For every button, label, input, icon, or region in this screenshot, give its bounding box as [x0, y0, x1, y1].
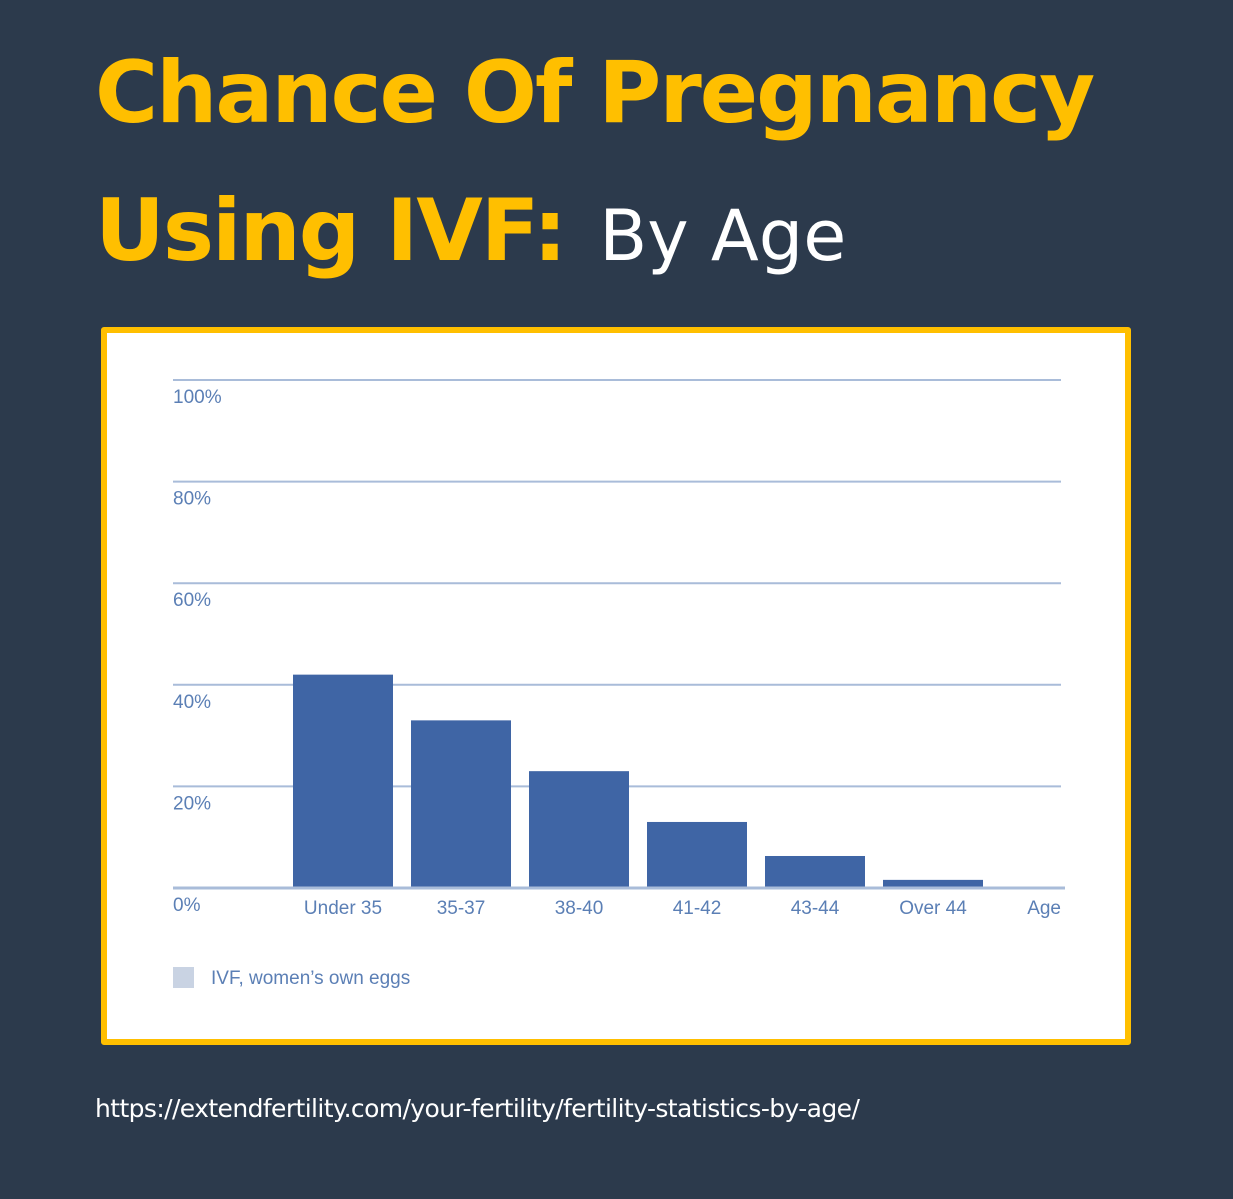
chart-title-line-1: Chance Of Pregnancy: [95, 50, 1095, 136]
source-url: https://extendfertility.com/your-fertili…: [95, 1094, 860, 1123]
x-tick-label: 38-40: [555, 898, 604, 919]
x-tick-label: 35-37: [437, 898, 486, 919]
y-tick-label: 40%: [173, 692, 211, 713]
x-tick-label: 41-42: [673, 898, 722, 919]
title-main-part-2: Using IVF:: [95, 181, 567, 281]
bar: [293, 674, 393, 888]
bar-chart: 0% 20% 40% 60% 80% 100% Under 35 35-37 38-40 41-…: [173, 379, 1065, 989]
legend-label: IVF, women’s own eggs: [211, 968, 410, 989]
y-tick-label: 0%: [173, 895, 201, 916]
bar: [883, 879, 983, 888]
chart-frame: 0% 20% 40% 60% 80% 100% Under 35 35-37 38-40 41-…: [101, 327, 1131, 1045]
title-main-part-1: Chance Of Pregnancy: [95, 43, 1095, 143]
x-tick-label: Under 35: [304, 898, 382, 919]
legend: IVF, women’s own eggs: [173, 967, 410, 989]
x-tick-label: Over 44: [899, 898, 967, 919]
bar: [647, 821, 747, 888]
bars: [293, 674, 983, 888]
legend-swatch: [173, 967, 194, 988]
y-tick-label: 60%: [173, 590, 211, 611]
y-tick-label: 20%: [173, 793, 211, 814]
bar: [529, 771, 629, 888]
x-axis-title: Age: [1027, 898, 1061, 919]
y-tick-label: 100%: [173, 387, 222, 408]
title-subtitle: By Age: [599, 195, 847, 277]
bar: [765, 855, 865, 888]
x-tick-labels: Under 35 35-37 38-40 41-42 43-44 Over 44: [304, 898, 967, 919]
chart-title-line-2: Using IVF: By Age: [95, 188, 846, 274]
y-tick-label: 80%: [173, 489, 211, 510]
y-tick-labels: 0% 20% 40% 60% 80% 100%: [173, 387, 222, 916]
bar: [411, 720, 511, 888]
x-tick-label: 43-44: [791, 898, 840, 919]
